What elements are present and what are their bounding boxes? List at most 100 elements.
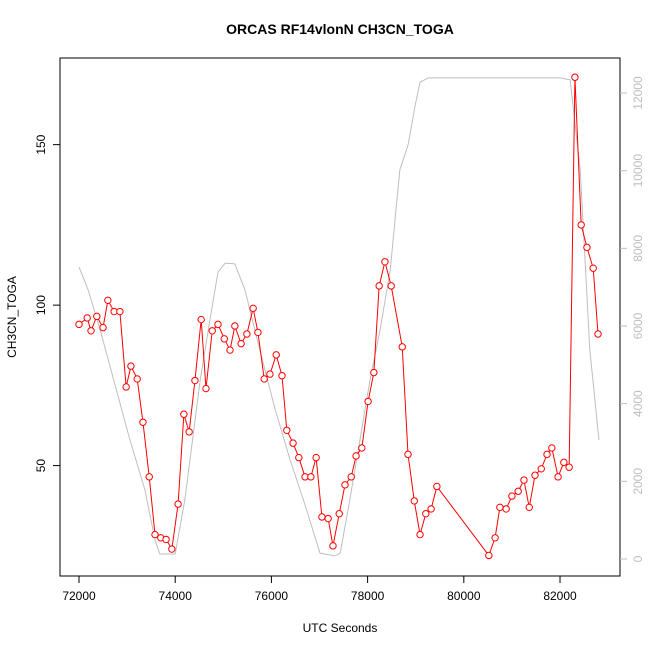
data-point — [151, 530, 159, 539]
data-point — [208, 327, 216, 335]
y2-tick-label: 10000 — [631, 154, 645, 188]
y-tick-label: 150 — [34, 134, 48, 154]
data-point — [571, 73, 579, 81]
data-point — [104, 296, 112, 305]
data-point — [525, 503, 533, 512]
y-axis-label: CH3CN_TOGA — [5, 276, 19, 358]
y-tick-label: 100 — [34, 295, 48, 315]
data-point — [87, 327, 95, 335]
data-line — [78, 77, 600, 557]
data-point — [278, 372, 286, 380]
x-tick-label: 82000 — [543, 589, 577, 603]
data-point — [197, 315, 205, 324]
y2-tick-label: 12000 — [631, 76, 645, 110]
data-point — [99, 323, 107, 332]
data-point — [272, 351, 280, 359]
data-point — [416, 530, 424, 539]
data-point — [398, 343, 406, 351]
data-point — [370, 368, 378, 377]
data-point — [341, 481, 349, 489]
data-point — [93, 312, 101, 321]
data-point — [318, 513, 326, 521]
data-point — [185, 428, 193, 436]
data-point — [560, 458, 568, 467]
data-point — [508, 492, 516, 500]
data-point — [329, 542, 337, 550]
data-point — [352, 452, 360, 460]
data-point — [404, 450, 412, 459]
data-point — [554, 473, 562, 481]
data-point — [122, 383, 130, 391]
data-point — [180, 410, 188, 418]
data-point — [220, 335, 228, 343]
y2-tick-label: 4000 — [631, 390, 645, 417]
data-line — [78, 77, 599, 557]
data-point — [491, 534, 499, 542]
data-point — [381, 258, 389, 266]
data-point — [577, 221, 585, 229]
data-point — [422, 510, 430, 518]
chart-title: ORCAS RF14vlonN CH3CN_TOGA — [226, 21, 454, 37]
data-point — [583, 243, 591, 252]
data-point — [289, 439, 297, 447]
data-point — [324, 514, 332, 523]
data-point — [548, 444, 556, 452]
data-point — [335, 510, 343, 518]
data-point — [174, 500, 182, 508]
data-point — [433, 482, 441, 491]
data-point — [375, 282, 383, 290]
data-point — [249, 304, 257, 313]
x-tick-label: 74000 — [159, 589, 193, 603]
data-point — [116, 307, 124, 316]
data-point — [254, 328, 262, 337]
data-point — [237, 339, 245, 348]
data-point — [139, 418, 147, 426]
data-point — [537, 465, 545, 473]
data-point — [226, 346, 234, 354]
x-tick-label: 78000 — [351, 589, 385, 603]
data-point — [347, 473, 355, 481]
data-point — [496, 503, 504, 512]
data-point — [145, 473, 153, 481]
plot-frame — [59, 57, 621, 577]
data-point — [191, 376, 199, 385]
data-point — [531, 471, 539, 479]
data-point — [162, 535, 170, 544]
data-point — [202, 384, 210, 393]
data-point — [83, 314, 91, 322]
data-point — [168, 545, 176, 553]
data-point — [214, 320, 222, 329]
data-point — [514, 487, 522, 495]
data-point — [133, 375, 141, 383]
x-tick-label: 80000 — [447, 589, 481, 603]
data-point — [502, 505, 510, 513]
data-point — [307, 473, 315, 481]
data-point — [410, 497, 418, 505]
data-point — [594, 330, 602, 338]
data-point — [387, 282, 395, 290]
data-point — [485, 551, 493, 560]
y2-tick-label: 2000 — [631, 468, 645, 495]
data-point — [243, 330, 251, 338]
x-tick-label: 76000 — [255, 589, 289, 603]
data-point — [283, 426, 291, 434]
data-point — [295, 453, 303, 462]
data-point — [312, 453, 320, 462]
data-point — [358, 444, 366, 452]
y2-tick-label: 6000 — [631, 312, 645, 339]
data-point — [565, 463, 573, 471]
data-point — [589, 264, 597, 272]
y-tick-label: 50 — [34, 459, 48, 473]
data-point — [520, 476, 528, 484]
data-point — [231, 322, 239, 330]
data-point — [266, 370, 274, 378]
y2-tick-label: 8000 — [631, 235, 645, 262]
x-tick-label: 72000 — [62, 589, 96, 603]
data-point — [75, 320, 83, 329]
data-point — [260, 375, 268, 383]
data-point — [543, 450, 551, 459]
data-point — [427, 505, 435, 513]
data-point — [364, 397, 372, 406]
x-axis-label: UTC Seconds — [303, 621, 378, 635]
